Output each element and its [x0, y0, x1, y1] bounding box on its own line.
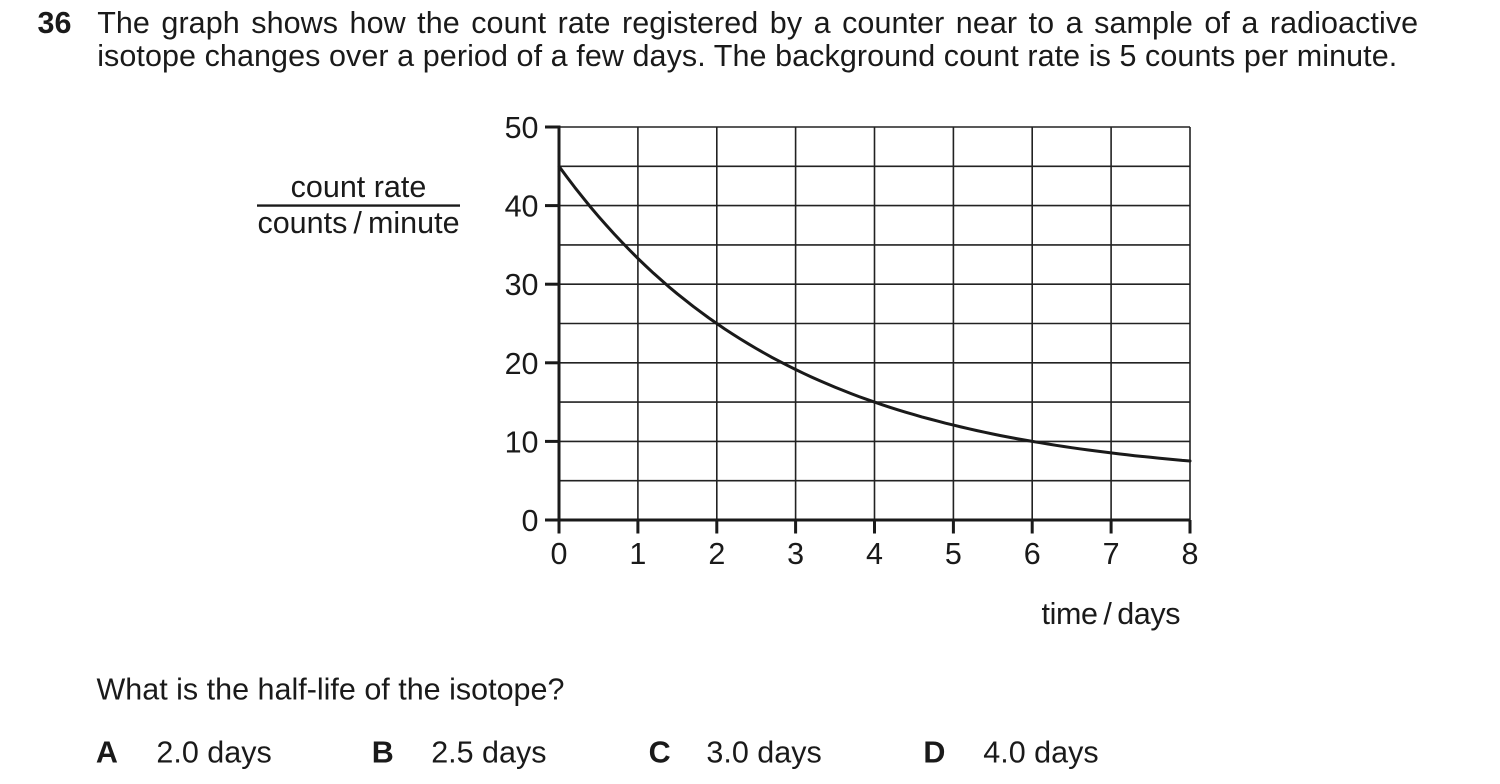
- svg-text:C: C: [649, 735, 671, 769]
- svg-text:7: 7: [1103, 537, 1120, 571]
- svg-text:What is the half-life of the i: What is the half-life of the isotope?: [97, 673, 565, 707]
- svg-text:5: 5: [945, 537, 962, 571]
- svg-text:B: B: [372, 735, 394, 769]
- svg-text:2.5 days: 2.5 days: [431, 735, 546, 769]
- svg-text:10: 10: [505, 425, 539, 459]
- svg-text:20: 20: [505, 347, 539, 381]
- svg-text:A: A: [96, 735, 118, 769]
- svg-text:2.0 days: 2.0 days: [156, 735, 271, 769]
- svg-text:4: 4: [866, 537, 883, 571]
- svg-text:0: 0: [522, 504, 539, 538]
- svg-text:counts / minute: counts / minute: [257, 206, 459, 240]
- svg-text:30: 30: [505, 268, 539, 302]
- svg-text:count rate: count rate: [291, 170, 427, 204]
- svg-text:6: 6: [1024, 537, 1041, 571]
- svg-text:3.0 days: 3.0 days: [706, 735, 821, 769]
- svg-text:1: 1: [629, 537, 646, 571]
- svg-text:3: 3: [787, 537, 804, 571]
- svg-text:50: 50: [505, 111, 539, 145]
- svg-text:time / days: time / days: [1042, 597, 1181, 631]
- svg-text:40: 40: [505, 190, 539, 224]
- svg-text:D: D: [923, 735, 945, 769]
- svg-text:0: 0: [551, 537, 568, 571]
- svg-text:4.0 days: 4.0 days: [983, 735, 1098, 769]
- svg-text:2: 2: [708, 537, 725, 571]
- svg-text:8: 8: [1182, 537, 1199, 571]
